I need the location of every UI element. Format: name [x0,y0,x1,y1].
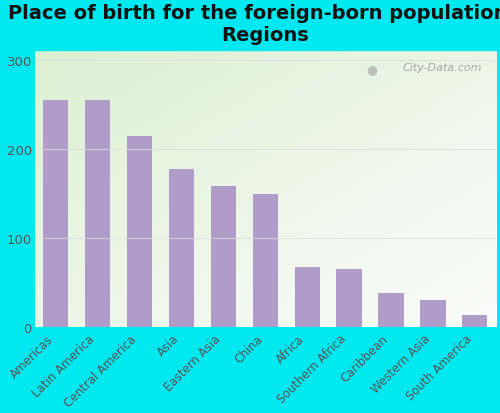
Text: City-Data.com: City-Data.com [402,63,482,73]
Bar [168,169,194,327]
Bar [85,101,110,327]
Bar [378,294,404,327]
Title: Place of birth for the foreign-born population -
Regions: Place of birth for the foreign-born popu… [8,4,500,45]
Bar [336,270,361,327]
Text: ●: ● [366,63,378,76]
Bar [294,267,320,327]
Bar [43,101,68,327]
Bar [252,194,278,327]
Bar [462,316,487,327]
Bar [210,187,236,327]
Bar [127,136,152,327]
Bar [420,301,446,327]
